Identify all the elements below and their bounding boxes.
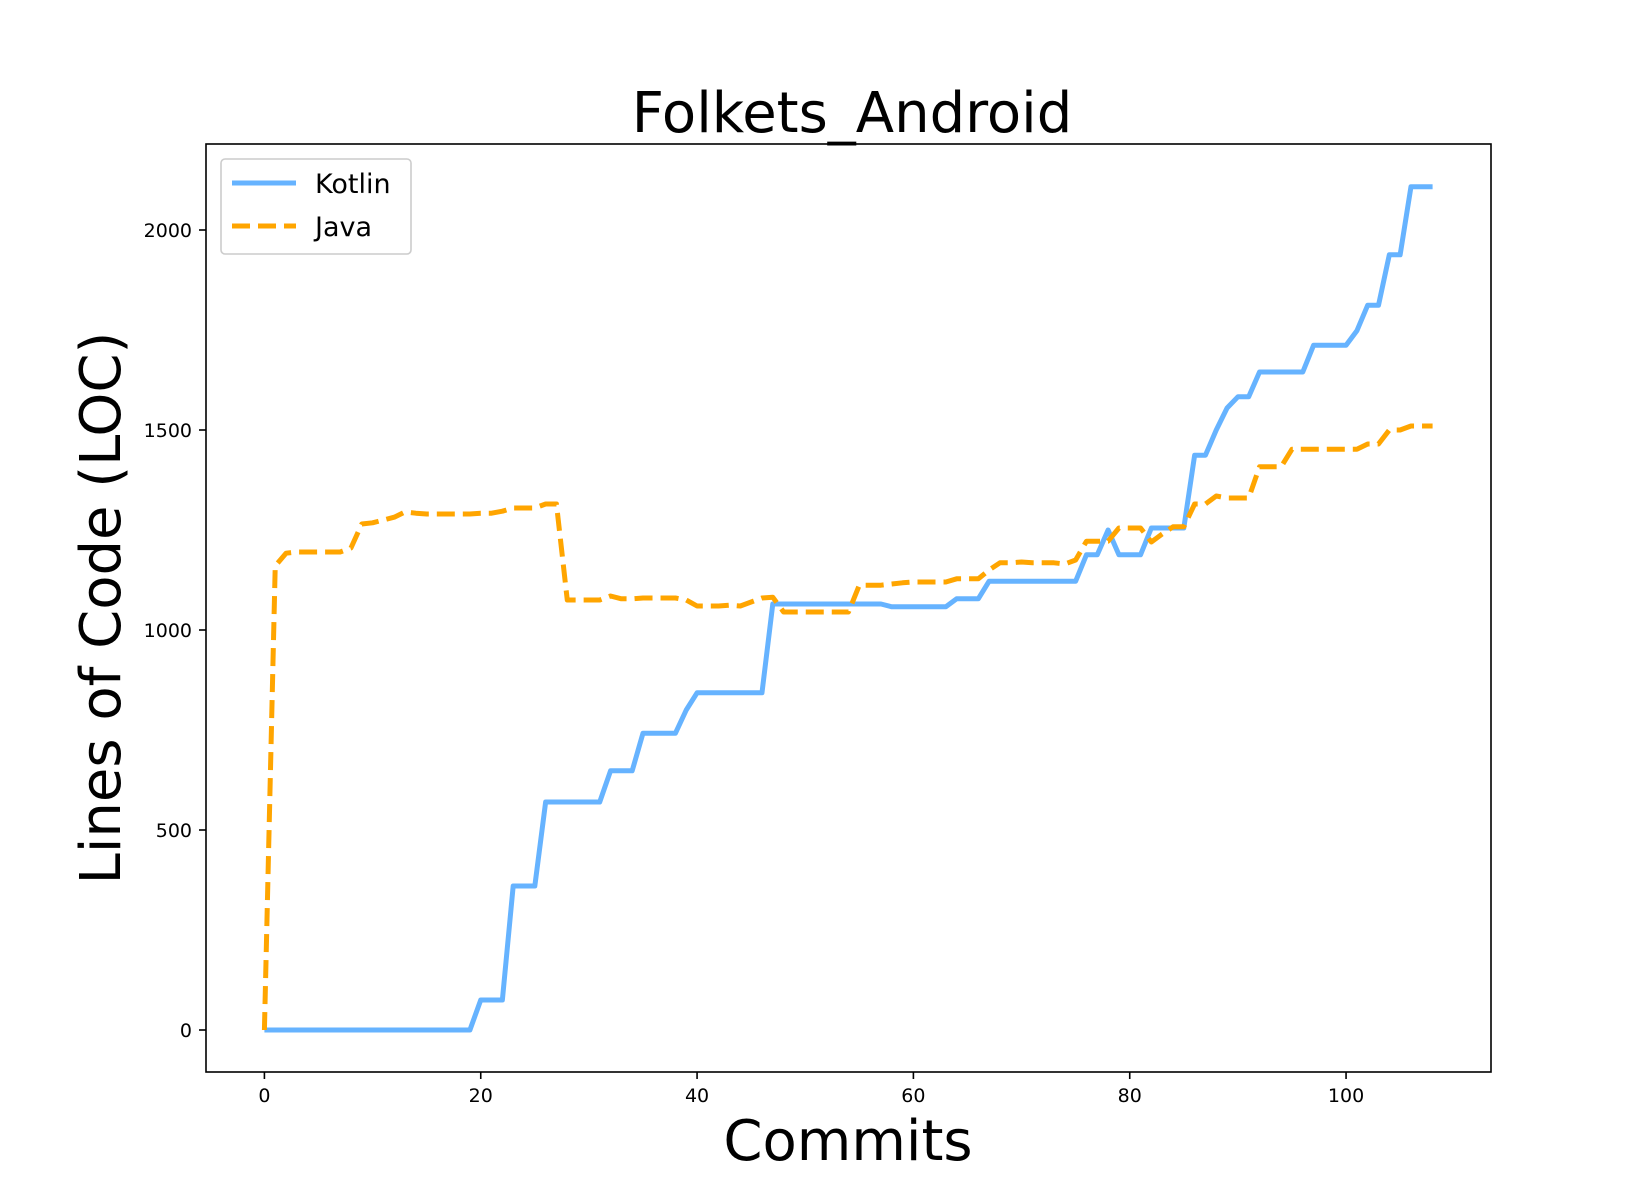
legend: Kotlin Java [220, 158, 412, 255]
plot-frame [205, 143, 1492, 1073]
x-tick-label: 60 [901, 1085, 925, 1107]
y-axis-ticks: 0 500 1000 1500 2000 [144, 220, 206, 1042]
series-line-java [261, 423, 1433, 1031]
x-tick-label: 80 [1118, 1085, 1142, 1107]
plot-lines [261, 184, 1433, 1033]
legend-label-java: Java [313, 212, 372, 243]
y-tick-label: 1000 [144, 620, 192, 642]
chart-title: Folkets_Android [632, 81, 1073, 146]
x-tick-label: 20 [469, 1085, 493, 1107]
x-tick-label: 40 [685, 1085, 709, 1107]
x-axis-label: Commits [723, 1109, 972, 1174]
y-axis-label: Lines of Code (LOC) [69, 332, 134, 885]
y-tick-label: 2000 [144, 220, 192, 242]
y-tick-label: 0 [180, 1020, 192, 1042]
y-tick-label: 1500 [144, 420, 192, 442]
x-axis-ticks: 0 20 40 60 80 100 [258, 1072, 1364, 1107]
legend-label-kotlin: Kotlin [315, 169, 391, 200]
x-tick-label: 100 [1328, 1085, 1364, 1107]
x-tick-label: 0 [258, 1085, 270, 1107]
y-tick-label: 500 [156, 820, 192, 842]
series-line-kotlin [264, 184, 1433, 1033]
